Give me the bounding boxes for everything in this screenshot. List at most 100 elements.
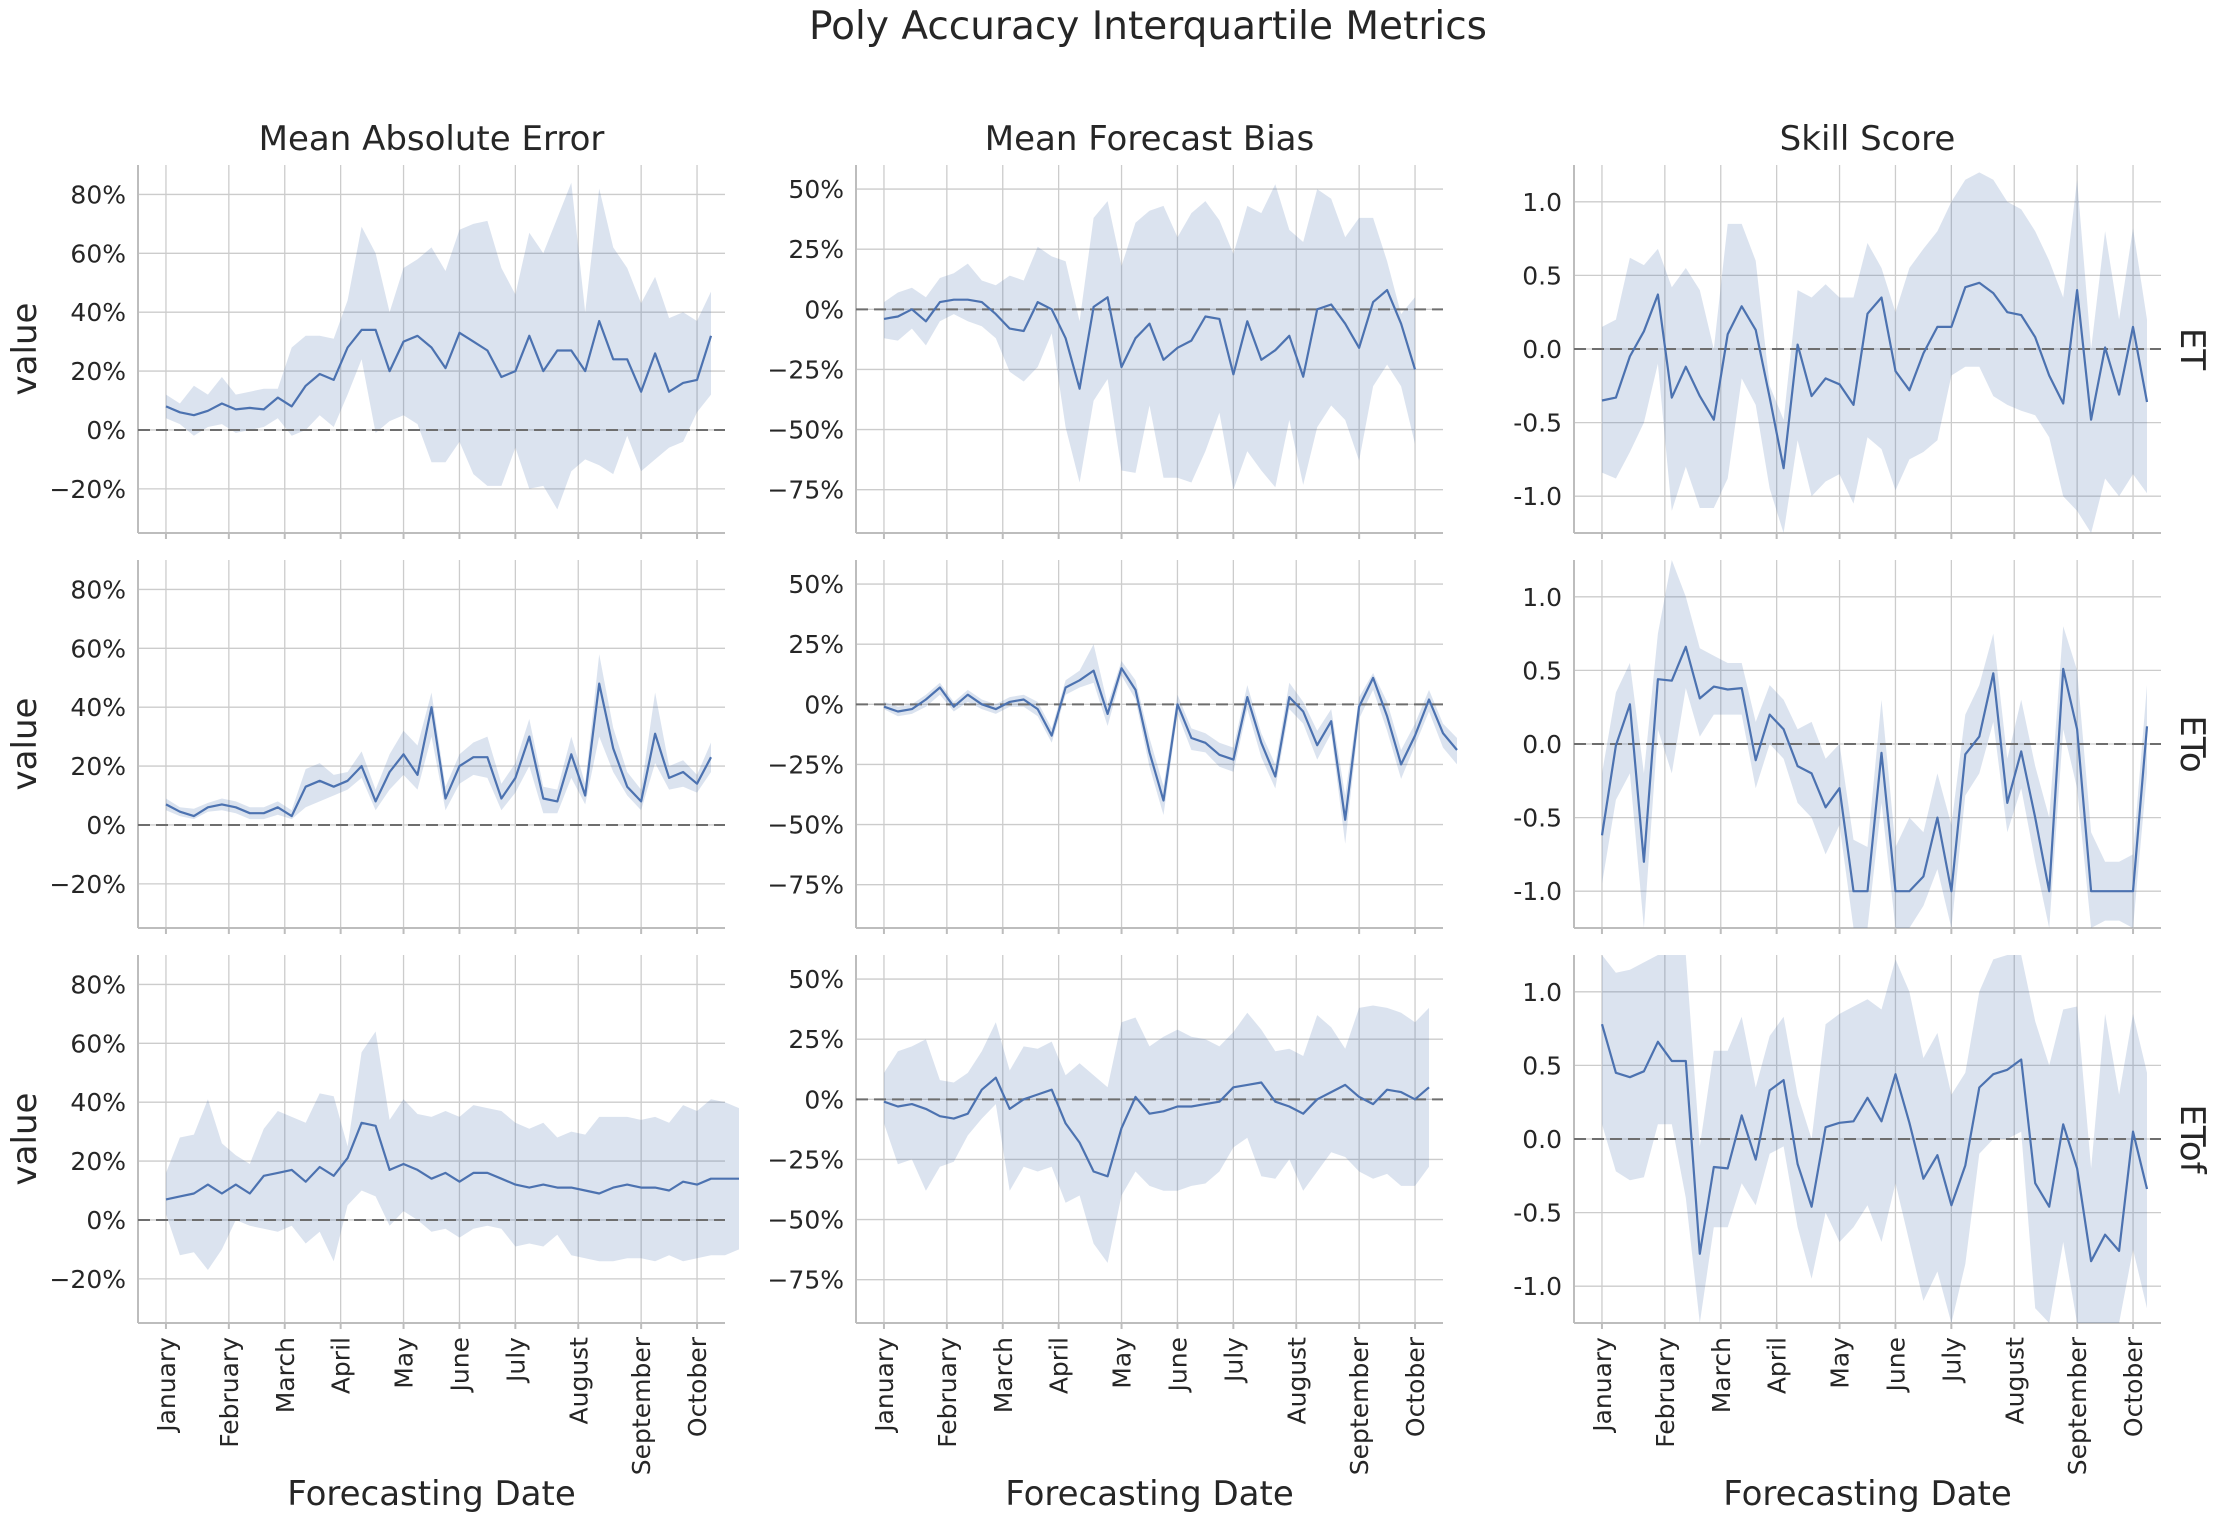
- y-tick-label: -0.5: [1513, 1199, 1562, 1228]
- y-tick-label: 0%: [86, 416, 126, 445]
- x-tick-label: May: [1826, 1337, 1855, 1389]
- panel-et-1: −75% −50% −25% 0% 25% 50% Mean Forecast Bias: [767, 119, 1443, 539]
- y-tick-label: 0.5: [1522, 1051, 1562, 1080]
- y-tick-label: 25%: [788, 1025, 844, 1054]
- y-tick-label: 0%: [804, 690, 844, 719]
- x-tick-label: May: [390, 1337, 419, 1389]
- panel-eto-1: −75% −50% −25% 0% 25% 50%: [767, 560, 1458, 934]
- y-tick-label: −25%: [767, 750, 844, 779]
- x-tick-label: October: [2119, 1336, 2148, 1437]
- y-tick-label: 25%: [788, 235, 844, 264]
- x-tick-label: January: [1588, 1337, 1617, 1434]
- y-tick-label: 0%: [86, 1206, 126, 1235]
- y-tick-label: −25%: [767, 1145, 844, 1174]
- y-tick-label: 0.5: [1522, 656, 1562, 685]
- y-tick-label: 40%: [70, 1088, 126, 1117]
- row-label: ETof: [2172, 1104, 2212, 1174]
- y-tick-label: 25%: [788, 630, 844, 659]
- x-tick-label: September: [627, 1336, 656, 1475]
- panel-eto-0: −20% 0% 20% 40% 60% 80% value: [5, 560, 725, 934]
- y-tick-label: −50%: [767, 1206, 844, 1235]
- y-tick-label: 1.0: [1522, 978, 1562, 1007]
- x-tick-label: February: [1651, 1337, 1680, 1448]
- y-tick-label: −20%: [49, 1265, 126, 1294]
- y-tick-label: 20%: [70, 752, 126, 781]
- y-tick-label: 50%: [788, 965, 844, 994]
- x-axis-label: Forecasting Date: [1723, 1474, 2012, 1514]
- x-tick-label: January: [152, 1337, 181, 1434]
- y-tick-label: −75%: [767, 476, 844, 505]
- column-title: Mean Absolute Error: [259, 119, 605, 159]
- x-tick-label: October: [683, 1336, 712, 1437]
- median-line: [1600, 645, 2149, 893]
- panels-grid: −20% 0% 20% 40% 60% 80% Mean Absolute Error val…: [5, 119, 2212, 1514]
- x-tick-label: July: [1937, 1337, 1966, 1384]
- y-tick-label: 1.0: [1522, 583, 1562, 612]
- median-line: [883, 667, 1458, 821]
- x-tick-label: March: [989, 1337, 1018, 1413]
- row-label: ETo: [2172, 715, 2212, 772]
- x-tick-label: August: [2000, 1337, 2029, 1425]
- y-tick-label: 50%: [788, 570, 844, 599]
- median-line: [1600, 1023, 2149, 1263]
- y-tick-label: -1.0: [1513, 877, 1562, 906]
- y-tick-label: 0%: [86, 811, 126, 840]
- y-tick-label: 60%: [70, 239, 126, 268]
- interquartile-band: [1602, 172, 2147, 533]
- x-tick-label: February: [215, 1337, 244, 1448]
- x-tick-label: June: [1163, 1337, 1192, 1393]
- interquartile-band: [166, 1031, 739, 1270]
- interquartile-band: [884, 184, 1415, 490]
- figure-title: Poly Accuracy Interquartile Metrics: [809, 4, 1487, 49]
- x-axis-label: Forecasting Date: [1005, 1474, 1294, 1514]
- interquartile-band: [884, 1005, 1429, 1263]
- median-line: [165, 682, 712, 818]
- interquartile-band: [884, 644, 1457, 844]
- y-tick-label: 0.0: [1522, 1125, 1562, 1154]
- y-tick-label: 0.5: [1522, 261, 1562, 290]
- y-tick-label: -1.0: [1513, 1272, 1562, 1301]
- interquartile-band: [1602, 955, 2147, 1323]
- y-tick-label: 0%: [804, 295, 844, 324]
- x-tick-label: September: [2063, 1336, 2092, 1475]
- y-tick-label: 0.0: [1522, 335, 1562, 364]
- y-tick-label: 0%: [804, 1085, 844, 1114]
- y-tick-label: −75%: [767, 1266, 844, 1295]
- x-tick-label: October: [1401, 1336, 1430, 1437]
- column-title: Mean Forecast Bias: [985, 119, 1314, 159]
- y-tick-label: 60%: [70, 634, 126, 663]
- column-title: Skill Score: [1780, 119, 1956, 159]
- x-tick-label: July: [501, 1337, 530, 1384]
- median-line: [883, 1076, 1430, 1178]
- y-tick-label: 20%: [70, 357, 126, 386]
- y-tick-label: 80%: [70, 970, 126, 999]
- y-tick-label: 80%: [70, 575, 126, 604]
- x-tick-label: February: [933, 1337, 962, 1448]
- y-tick-label: 50%: [788, 175, 844, 204]
- y-tick-label: 80%: [70, 180, 126, 209]
- median-line: [1601, 281, 2149, 470]
- y-tick-label: 0.0: [1522, 730, 1562, 759]
- median-line: [883, 289, 1417, 390]
- y-tick-label: -1.0: [1513, 482, 1562, 511]
- x-tick-label: January: [870, 1337, 899, 1434]
- y-tick-label: -0.5: [1513, 409, 1562, 438]
- y-tick-label: −50%: [767, 416, 844, 445]
- x-tick-label: June: [1881, 1337, 1910, 1393]
- x-axis-label: Forecasting Date: [287, 1474, 576, 1514]
- row-label: ET: [2172, 328, 2212, 370]
- panel-eto-2: -1.0 -0.5 0.0 0.5 1.0 ETo: [1513, 560, 2212, 934]
- x-tick-label: September: [1345, 1336, 1374, 1475]
- x-tick-label: August: [1282, 1337, 1311, 1425]
- panel-etof-1: −75% −50% −25% 0% 25% 50% January February March…: [767, 955, 1443, 1514]
- x-tick-label: June: [445, 1337, 474, 1393]
- x-tick-label: March: [271, 1337, 300, 1413]
- y-axis-label: value: [5, 1093, 45, 1186]
- interquartile-band: [166, 182, 711, 510]
- y-tick-label: 20%: [70, 1147, 126, 1176]
- x-tick-label: August: [564, 1337, 593, 1425]
- y-tick-label: −20%: [49, 870, 126, 899]
- x-tick-label: April: [1045, 1337, 1074, 1394]
- y-tick-label: −20%: [49, 475, 126, 504]
